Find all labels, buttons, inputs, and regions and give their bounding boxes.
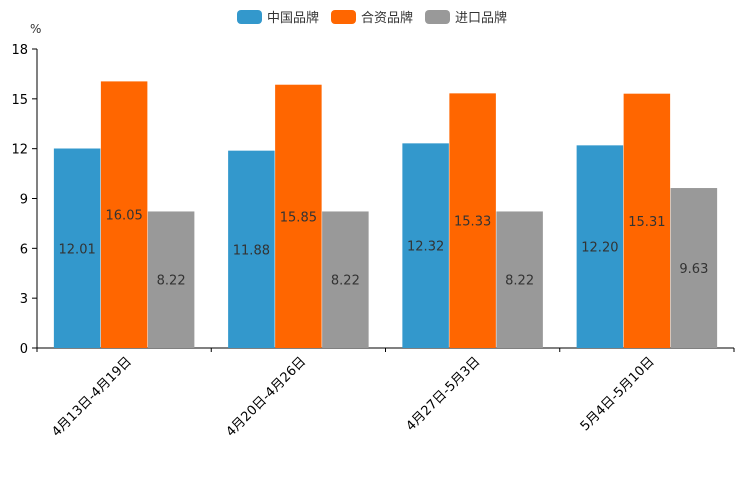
y-tick-label: 3 — [20, 292, 28, 307]
data-label: 15.33 — [454, 215, 491, 230]
legend-label-joint: 合资品牌 — [360, 11, 413, 26]
y-tick-label: 18 — [11, 43, 28, 58]
bar — [496, 211, 543, 348]
bar — [402, 143, 449, 348]
data-label: 15.31 — [628, 215, 665, 230]
y-tick-label: 9 — [20, 193, 28, 208]
legend-item-import[interactable]: 进口品牌 — [425, 7, 507, 26]
data-label: 16.05 — [106, 209, 143, 224]
y-tick-label: 15 — [11, 93, 28, 108]
legend-item-joint[interactable]: 合资品牌 — [330, 7, 413, 26]
y-tick-label: 0 — [20, 342, 28, 357]
legend-label-import: 进口品牌 — [455, 11, 508, 26]
legend: 中国品牌 合资品牌 进口品牌 — [0, 7, 744, 26]
data-label: 8.22 — [331, 274, 360, 289]
bar — [147, 211, 195, 348]
data-label: 12.20 — [581, 241, 618, 256]
data-label: 15.85 — [280, 210, 317, 225]
bar — [275, 84, 322, 348]
bar — [623, 93, 671, 348]
x-tick-label: 5月4日-5月10日 — [578, 354, 658, 434]
x-tick-label: 4月13日-4月19日 — [49, 354, 135, 440]
data-label: 11.88 — [233, 243, 270, 258]
bar — [228, 150, 275, 348]
x-tick-label: 4月20日-4月26日 — [223, 354, 309, 440]
legend-swatch-china — [236, 9, 262, 24]
bar — [449, 93, 496, 348]
bar — [576, 145, 624, 348]
y-tick-label: 12 — [11, 143, 28, 158]
y-tick-label: 6 — [20, 242, 28, 257]
y-axis-unit: % — [30, 22, 42, 36]
data-label: 12.01 — [59, 242, 96, 257]
bar — [670, 188, 718, 348]
bar — [53, 148, 101, 348]
data-label: 12.32 — [407, 240, 444, 255]
data-label: 8.22 — [157, 274, 186, 289]
data-label: 9.63 — [679, 262, 708, 277]
x-tick-label: 4月27日-5月3日 — [404, 354, 484, 434]
legend-item-china[interactable]: 中国品牌 — [236, 7, 319, 26]
legend-swatch-joint — [330, 9, 356, 24]
data-label: 8.22 — [505, 274, 534, 289]
bar — [322, 211, 369, 348]
bar — [100, 81, 148, 349]
legend-label-china: 中国品牌 — [266, 11, 319, 26]
legend-swatch-import — [425, 9, 450, 24]
